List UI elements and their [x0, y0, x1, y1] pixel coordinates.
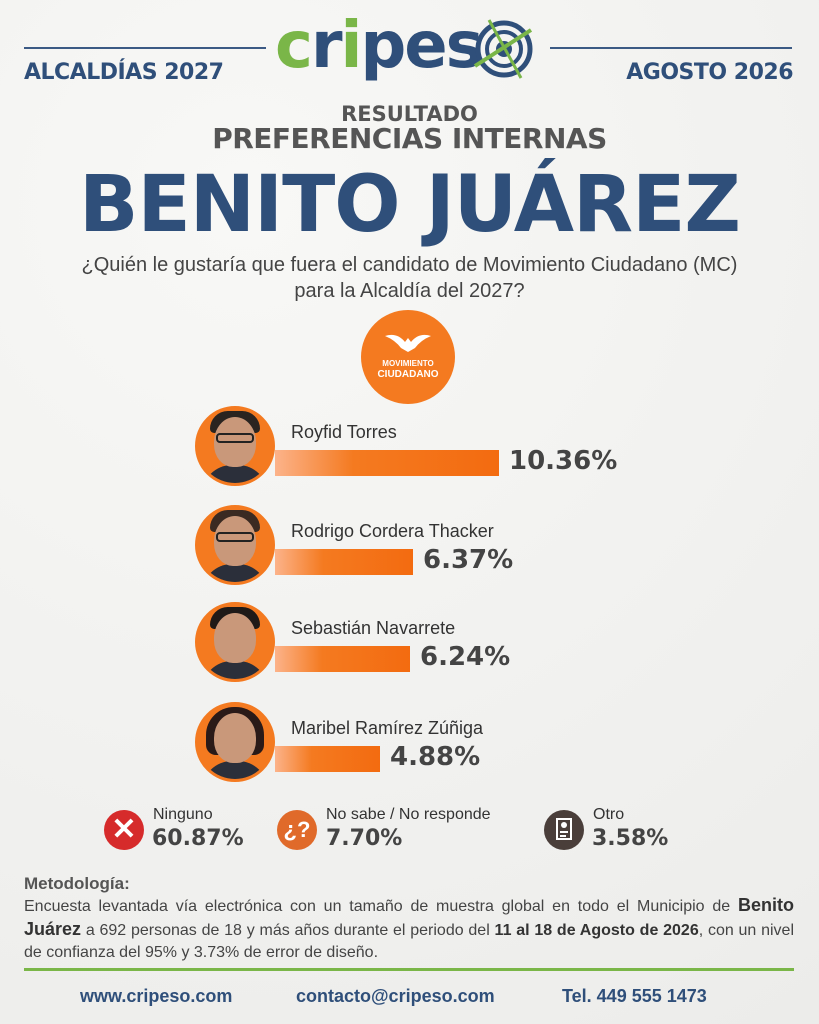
question-line-1: ¿Quién le gustaría que fuera el candidat… [81, 254, 738, 276]
bar [275, 450, 499, 476]
candidate-name: Maribel Ramírez Zúñiga [291, 718, 484, 738]
bar [275, 646, 410, 672]
x-icon: ✕ [104, 810, 144, 850]
bar [275, 746, 380, 772]
footer-website[interactable]: www.cripeso.com [80, 986, 233, 1006]
eagle-icon [385, 334, 431, 352]
candidate-name: Sebastián Navarrete [291, 618, 456, 638]
question-icon: ¿? [277, 810, 317, 850]
target-icon [473, 19, 533, 79]
footer-divider [24, 968, 794, 971]
survey-question: ¿Quién le gustaría que fuera el candidat… [40, 252, 779, 304]
other-label: Otro [593, 806, 625, 823]
cripeso-logo: cripes [275, 9, 545, 92]
candidate-name: Royfid Torres [291, 422, 397, 442]
candidate-name: Rodrigo Cordera Thacker [291, 521, 494, 541]
subtitle-preferences: PREFERENCIAS INTERNAS [212, 122, 607, 155]
methodology-text: Encuesta levantada vía electrónica con u… [24, 894, 794, 964]
bar-value-label: 10.36% [509, 446, 618, 476]
bar [275, 549, 413, 575]
other-label: Ninguno [153, 806, 213, 823]
page-title: BENITO JUÁREZ [79, 160, 741, 250]
methodology-period: 11 al 18 de Agosto de 2026 [494, 922, 699, 939]
methodology-text-part: a 692 personas de 18 y más años durante … [81, 922, 495, 939]
candidate-photo [195, 406, 275, 486]
other-label: No sabe / No responde [326, 806, 491, 823]
subtitle-result: RESULTADO [341, 102, 478, 126]
ballot-icon [544, 810, 584, 850]
bar-value-label: 4.88% [390, 742, 481, 772]
footer-email[interactable]: contacto@cripeso.com [296, 986, 495, 1006]
candidate-photo [195, 602, 275, 682]
other-value: 3.58% [592, 826, 669, 851]
other-value: 7.70% [326, 826, 403, 851]
bar-value-label: 6.24% [420, 642, 511, 672]
methodology-text-part: Encuesta levantada vía electrónica con u… [24, 898, 738, 915]
methodology-municipality: Benito Juárez [24, 895, 794, 939]
other-value: 60.87% [152, 826, 244, 851]
header-right-label: AGOSTO 2026 [626, 60, 793, 85]
party-logo: MOVIMIENTO CIUDADANO [361, 310, 455, 404]
candidate-photo [195, 702, 275, 782]
methodology-title: Metodología: [24, 874, 130, 893]
question-line-2: para la Alcaldía del 2027? [294, 280, 525, 302]
party-name-line1: MOVIMIENTO [382, 359, 434, 368]
bar-value-label: 6.37% [423, 545, 514, 575]
methodology-text-part: , con un nivel de confianza del 95% y 3.… [24, 922, 794, 961]
header-line-left [24, 47, 266, 49]
party-name-line2: CIUDADANO [377, 369, 439, 380]
footer-phone: Tel. 449 555 1473 [562, 986, 707, 1006]
candidate-photo [195, 505, 275, 585]
header-left-label: ALCALDÍAS 2027 [24, 60, 224, 85]
header-line-right [550, 47, 792, 49]
